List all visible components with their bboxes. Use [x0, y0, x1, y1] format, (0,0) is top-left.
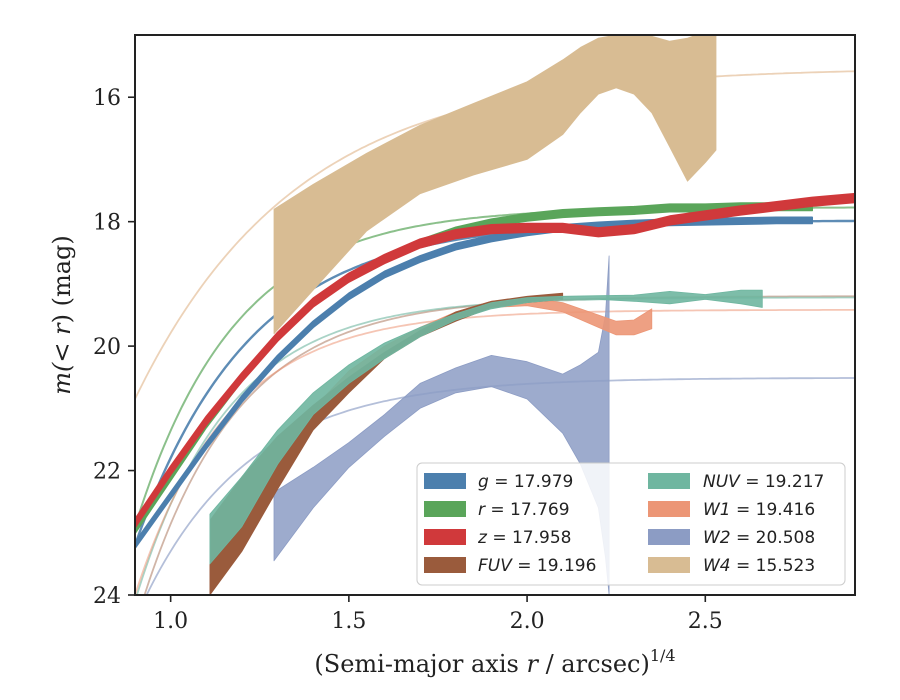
x-axis-label-var: r — [526, 650, 539, 678]
band-g — [135, 216, 813, 550]
legend-label-w1: W1 = 19.416 — [703, 500, 815, 520]
y-axis-label: m(< r) (mag) — [48, 235, 76, 395]
legend-swatch-w4 — [648, 557, 690, 573]
legend-label-w2: W2 = 20.508 — [703, 528, 815, 548]
x-tick-label: 2.0 — [510, 609, 545, 634]
x-axis-label: (Semi-major axis r / arcsec)1/4 — [314, 646, 675, 678]
legend-label-g: g = 17.979 — [478, 472, 573, 492]
legend-label-r: r = 17.769 — [478, 500, 570, 520]
y-tick-label: 22 — [93, 460, 121, 485]
x-axis-label-exponent: 1/4 — [650, 646, 676, 665]
plot-frame — [134, 34, 856, 596]
y-tick-label: 16 — [93, 86, 121, 111]
legend-box — [416, 462, 846, 586]
legend-swatch-r — [424, 501, 466, 517]
legend: g = 17.979 r = 17.769 z = 17.958 FUV = 19.1… — [416, 462, 846, 586]
plot-area — [135, 35, 855, 595]
y-tick-label: 18 — [93, 211, 121, 236]
y-axis-ticks: 16 18 20 22 24 — [93, 86, 135, 609]
band-z — [135, 192, 855, 529]
data-bands — [135, 35, 855, 595]
x-tick-label: 2.5 — [688, 609, 723, 634]
y-axis-label-unit: ) (mag) — [48, 235, 76, 323]
x-tick-label: 1.0 — [153, 609, 188, 634]
legend-swatch-w2 — [648, 529, 690, 545]
legend-label-z: z = 17.958 — [477, 528, 571, 548]
legend-label-w4: W4 = 15.523 — [703, 556, 815, 576]
y-axis-label-var: r — [48, 322, 76, 335]
band-w4 — [273, 35, 717, 335]
band-nuv — [209, 289, 763, 565]
x-axis-ticks: 1.0 1.5 2.0 2.5 — [153, 595, 723, 634]
legend-swatch-fuv — [424, 557, 466, 573]
legend-label-nuv: NUV = 19.217 — [703, 472, 824, 492]
x-tick-label: 1.5 — [331, 609, 366, 634]
legend-swatch-g — [424, 473, 466, 489]
legend-label-fuv: FUV = 19.196 — [478, 556, 596, 576]
x-axis-label-unit: / arcsec) — [538, 650, 650, 678]
band-w2 — [273, 255, 610, 595]
y-tick-label: 20 — [93, 335, 121, 360]
y-tick-label: 24 — [93, 584, 121, 609]
legend-swatch-nuv — [648, 473, 690, 489]
legend-swatch-z — [424, 529, 466, 545]
legend-swatch-w1 — [648, 501, 690, 517]
